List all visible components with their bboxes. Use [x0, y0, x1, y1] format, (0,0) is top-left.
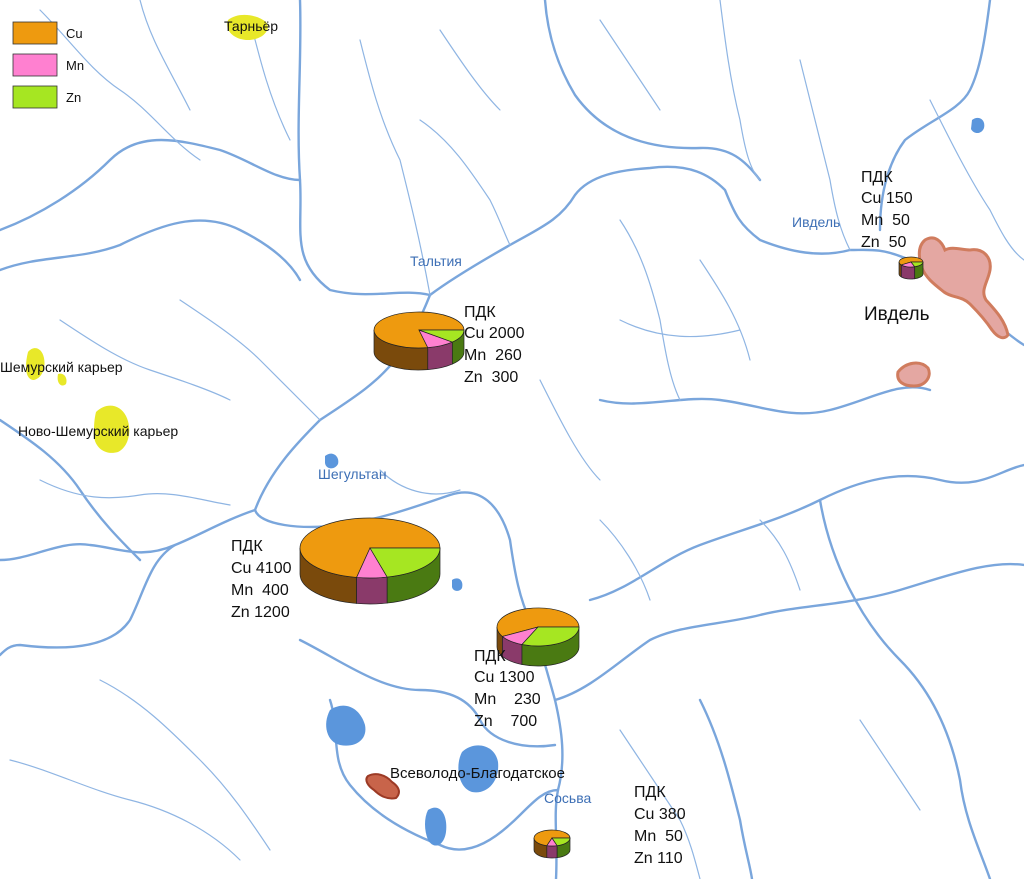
river-east-central: [553, 562, 1024, 702]
ivdel-town-polygon-south: [896, 361, 931, 388]
pie-slice-zn: [551, 837, 571, 847]
quarry-shemursky: [26, 348, 67, 386]
station-label-shegultan: ПДК Cu 4100 Mn 400 Zn 1200: [231, 538, 292, 621]
river-southeast: [698, 698, 754, 879]
legend-label-cu: Cu: [66, 26, 83, 41]
river-south-loop: [328, 698, 560, 851]
town-label-ivdel: Ивдель: [864, 304, 930, 325]
station-1-title: ПДК: [464, 304, 496, 321]
station-label-ivdel: ПДК Cu 150 Mn 50 Zn 50: [861, 169, 913, 251]
station-5-zn: Zn 110: [634, 850, 683, 867]
pie-slice-zn: [418, 329, 465, 343]
place-label-novo-shemursky: Ново-Шемурский карьер: [18, 423, 178, 439]
ivdel-town-area: [896, 236, 1010, 388]
station-3-title: ПДК: [231, 538, 263, 555]
station-4-title: ПДК: [474, 648, 506, 665]
station-1-cu: Cu 2000: [464, 325, 525, 342]
pie-side-mn: [546, 845, 558, 859]
tributaries: [9, 0, 1024, 879]
station-4-zn: Zn 700: [474, 713, 537, 730]
legend: Cu Mn Zn: [12, 21, 84, 109]
lakes: [325, 117, 985, 846]
pie-station-5: [533, 829, 571, 859]
quarry-tarnyer: [227, 14, 268, 41]
deposit-vsevolodo: [365, 773, 400, 800]
legend-label-zn: Zn: [66, 90, 81, 105]
place-label-vsevolodo: Всеволодо-Благодатское: [390, 765, 565, 782]
station-2-cu: Cu 150: [861, 190, 913, 207]
river-taltiya: [297, 0, 907, 297]
river-sosva-west: [0, 508, 257, 657]
river-mid-east: [598, 386, 932, 415]
legend-label-mn: Mn: [66, 58, 84, 73]
legend-swatch-zn: [12, 85, 58, 109]
river-label-shegultan: Шегультан: [318, 466, 387, 482]
legend-swatch-mn: [12, 53, 58, 77]
quarry-novo-shemursky: [93, 405, 130, 453]
pie-station-4: [496, 607, 580, 667]
station-5-cu: Cu 380: [634, 806, 686, 823]
place-label-tarnyer: Тарньёр: [224, 18, 278, 34]
station-3-cu: Cu 4100: [231, 560, 292, 577]
river-label-taltiya: Тальтия: [410, 253, 462, 269]
river-west-main: [0, 219, 302, 282]
station-4-mn: Mn 230: [474, 691, 541, 708]
station-5-title: ПДК: [634, 784, 666, 801]
river-southwest: [0, 543, 177, 562]
place-label-shemursky: Шемурский карьер: [0, 359, 123, 375]
station-label-sosva-upper: ПДК Cu 1300 Mn 230 Zn 700: [474, 648, 541, 730]
river-far-east: [818, 498, 992, 879]
river-south-central: [298, 638, 557, 748]
lake-5: [971, 117, 985, 134]
station-2-mn: Mn 50: [861, 212, 910, 229]
station-1-mn: Mn 260: [464, 347, 522, 364]
legend-swatch-cu: [12, 21, 58, 45]
pie-slice-zn: [910, 261, 924, 268]
station-2-title: ПДК: [861, 169, 893, 186]
pie-station-2: [898, 256, 924, 280]
lake-2: [458, 745, 499, 793]
pie-slice-zn: [369, 547, 441, 578]
pie-slice-cu: [496, 607, 580, 637]
river-label-ivdel: Ивдель: [792, 214, 840, 230]
pie-slice-cu: [898, 256, 924, 266]
station-2-zn: Zn 50: [861, 234, 906, 251]
station-4-cu: Cu 1300: [474, 669, 535, 686]
pie-slice-zn: [521, 626, 580, 647]
lake-3: [425, 807, 447, 846]
lake-1: [326, 705, 366, 746]
station-label-sosva-lower: ПДК Cu 380 Mn 50 Zn 110: [634, 784, 686, 867]
river-upper-north: [543, 0, 762, 182]
lake-4: [325, 453, 339, 469]
station-5-mn: Mn 50: [634, 828, 683, 845]
station-label-taltiya: ПДК Cu 2000 Mn 260 Zn 300: [464, 304, 525, 386]
river-far-west: [0, 418, 142, 562]
pie-station-3: [299, 517, 441, 605]
station-3-zn: Zn 1200: [231, 604, 290, 621]
pie-charts: [299, 256, 924, 859]
ivdel-town-polygon: [917, 236, 1010, 340]
river-label-sosva: Сосьва: [544, 790, 591, 806]
pie-side-mn: [356, 576, 388, 605]
station-1-zn: Zn 300: [464, 369, 518, 386]
river-northwest: [0, 138, 302, 232]
pie-station-1: [373, 311, 465, 371]
quarries: [26, 14, 268, 453]
station-3-mn: Mn 400: [231, 582, 289, 599]
river-east: [878, 0, 992, 232]
lake-6: [452, 578, 463, 591]
